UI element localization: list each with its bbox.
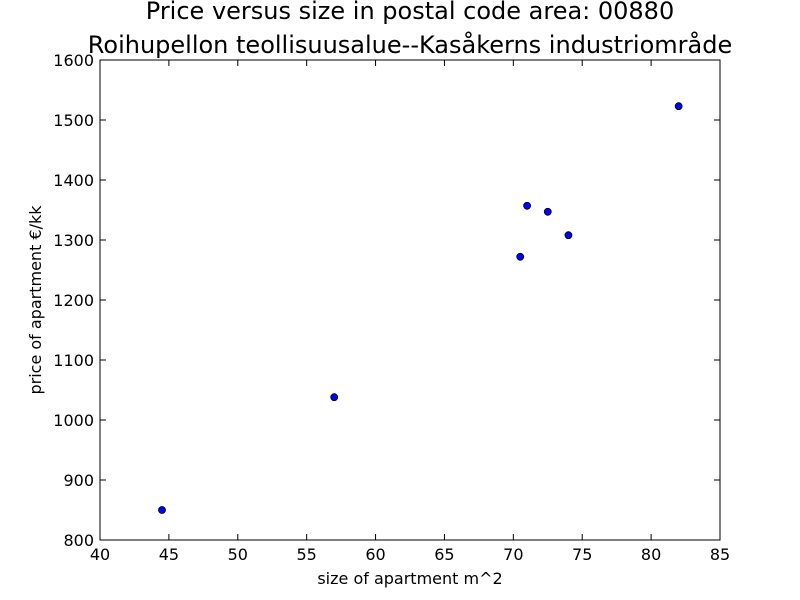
chart-title: Price versus size in postal code area: 0…	[146, 0, 674, 25]
y-axis: 800 900 1000 1100 1200 1300 1400 1500 1600	[53, 51, 720, 550]
x-tick-label: 55	[296, 545, 316, 564]
data-point	[330, 393, 339, 402]
y-tick-label: 800	[63, 531, 94, 550]
data-point	[516, 252, 525, 261]
data-points	[158, 102, 683, 514]
y-tick-label: 1200	[53, 291, 94, 310]
y-tick-label: 1500	[53, 111, 94, 130]
y-tick-label: 1300	[53, 231, 94, 250]
x-tick-label: 65	[434, 545, 454, 564]
x-tick-label: 70	[503, 545, 523, 564]
x-tick-label: 50	[228, 545, 248, 564]
x-axis-label: size of apartment m^2	[317, 569, 502, 588]
data-point	[674, 102, 683, 111]
y-tick-label: 1600	[53, 51, 94, 70]
data-point	[158, 506, 166, 514]
x-tick-label: 75	[572, 545, 592, 564]
y-tick-label: 1400	[53, 171, 94, 190]
x-tick-label: 80	[641, 545, 661, 564]
data-point	[564, 231, 573, 240]
x-tick-label: 40	[90, 545, 110, 564]
x-tick-label: 85	[710, 545, 730, 564]
x-axis: 40 45 50 55 60 65 70 75 80 85	[90, 60, 730, 564]
y-tick-label: 900	[63, 471, 94, 490]
x-tick-label: 45	[159, 545, 179, 564]
plot-area	[99, 59, 721, 541]
y-axis-label: price of apartment €/kk	[26, 205, 45, 395]
chart-subtitle: Roihupellon teollisuusalue--Kasåkerns in…	[88, 30, 732, 59]
data-point	[543, 207, 552, 216]
x-tick-label: 60	[365, 545, 385, 564]
data-point	[523, 201, 532, 210]
y-tick-label: 1100	[53, 351, 94, 370]
y-tick-label: 1000	[53, 411, 94, 430]
